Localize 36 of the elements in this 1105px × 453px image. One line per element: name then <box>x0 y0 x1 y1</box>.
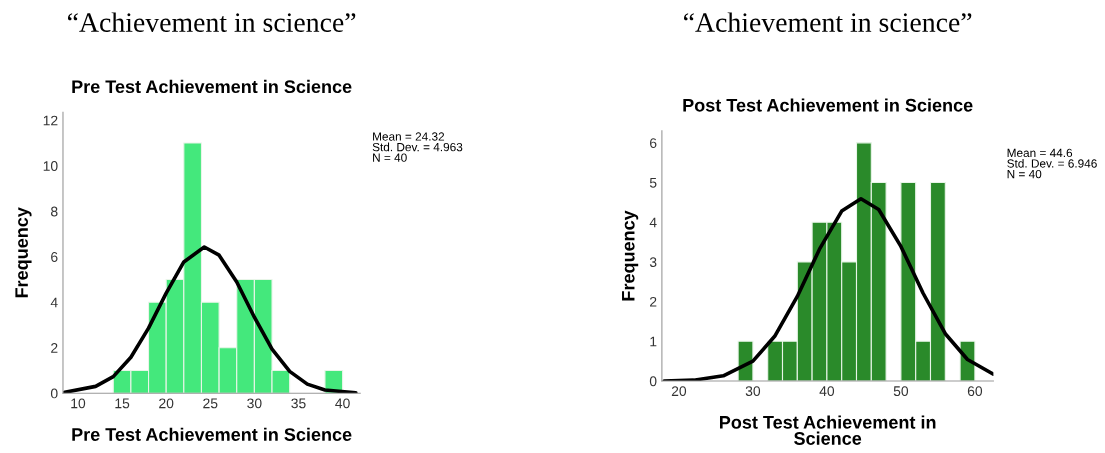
y-tick-label: 6 <box>51 252 58 262</box>
y-axis-title: Frequency <box>622 210 639 301</box>
y-tick-label: 5 <box>649 177 657 188</box>
y-tick-label: 0 <box>50 388 58 399</box>
x-tick-label: 40 <box>819 386 835 397</box>
chart-title: “Achievement in science” <box>67 12 356 32</box>
y-axis-title: Frequency <box>15 207 32 298</box>
text: Mean = 44.6 Std. Dev. = 6.946 N = 40 <box>1007 148 1097 179</box>
y-tick-label: 4 <box>649 217 657 228</box>
text: Mean = 24.32 Std. Dev. = 4.963 N = 40 <box>372 132 463 162</box>
y-tick-label: 1 <box>650 336 657 347</box>
x-tick-label: 50 <box>893 386 909 397</box>
x-tick-label: 30 <box>247 398 262 409</box>
y-tick-label: 4 <box>50 297 58 308</box>
y-tick-label: 6 <box>650 138 657 148</box>
x-tick-label: 30 <box>745 386 761 397</box>
x-tick-label: 40 <box>335 398 350 409</box>
x-tick-label: 10 <box>71 398 86 409</box>
x-tick-label: 15 <box>115 398 130 409</box>
y-tick-label: 2 <box>650 296 657 307</box>
y-tick-label: 10 <box>43 161 58 171</box>
x-tick-label: 20 <box>671 386 687 397</box>
x-tick-label: 25 <box>203 398 218 409</box>
y-tick-label: 2 <box>51 343 58 353</box>
y-tick-label: 0 <box>649 376 657 387</box>
chart-subtitle: Post Test Achievement in Science <box>683 98 973 112</box>
y-tick-label: 12 <box>43 115 58 126</box>
x-axis-title: Pre Test Achievement in Science <box>72 427 352 441</box>
x-tick-label: 20 <box>159 398 174 409</box>
chart-title: “Achievement in science” <box>683 12 972 32</box>
x-axis-title: Post Test Achievement in Science <box>720 415 936 445</box>
x-tick-label: 60 <box>967 386 983 397</box>
y-tick-label: 3 <box>649 257 657 268</box>
chart-subtitle: Pre Test Achievement in Science <box>72 79 352 94</box>
y-tick-label: 8 <box>51 206 58 217</box>
x-tick-label: 35 <box>291 398 306 409</box>
